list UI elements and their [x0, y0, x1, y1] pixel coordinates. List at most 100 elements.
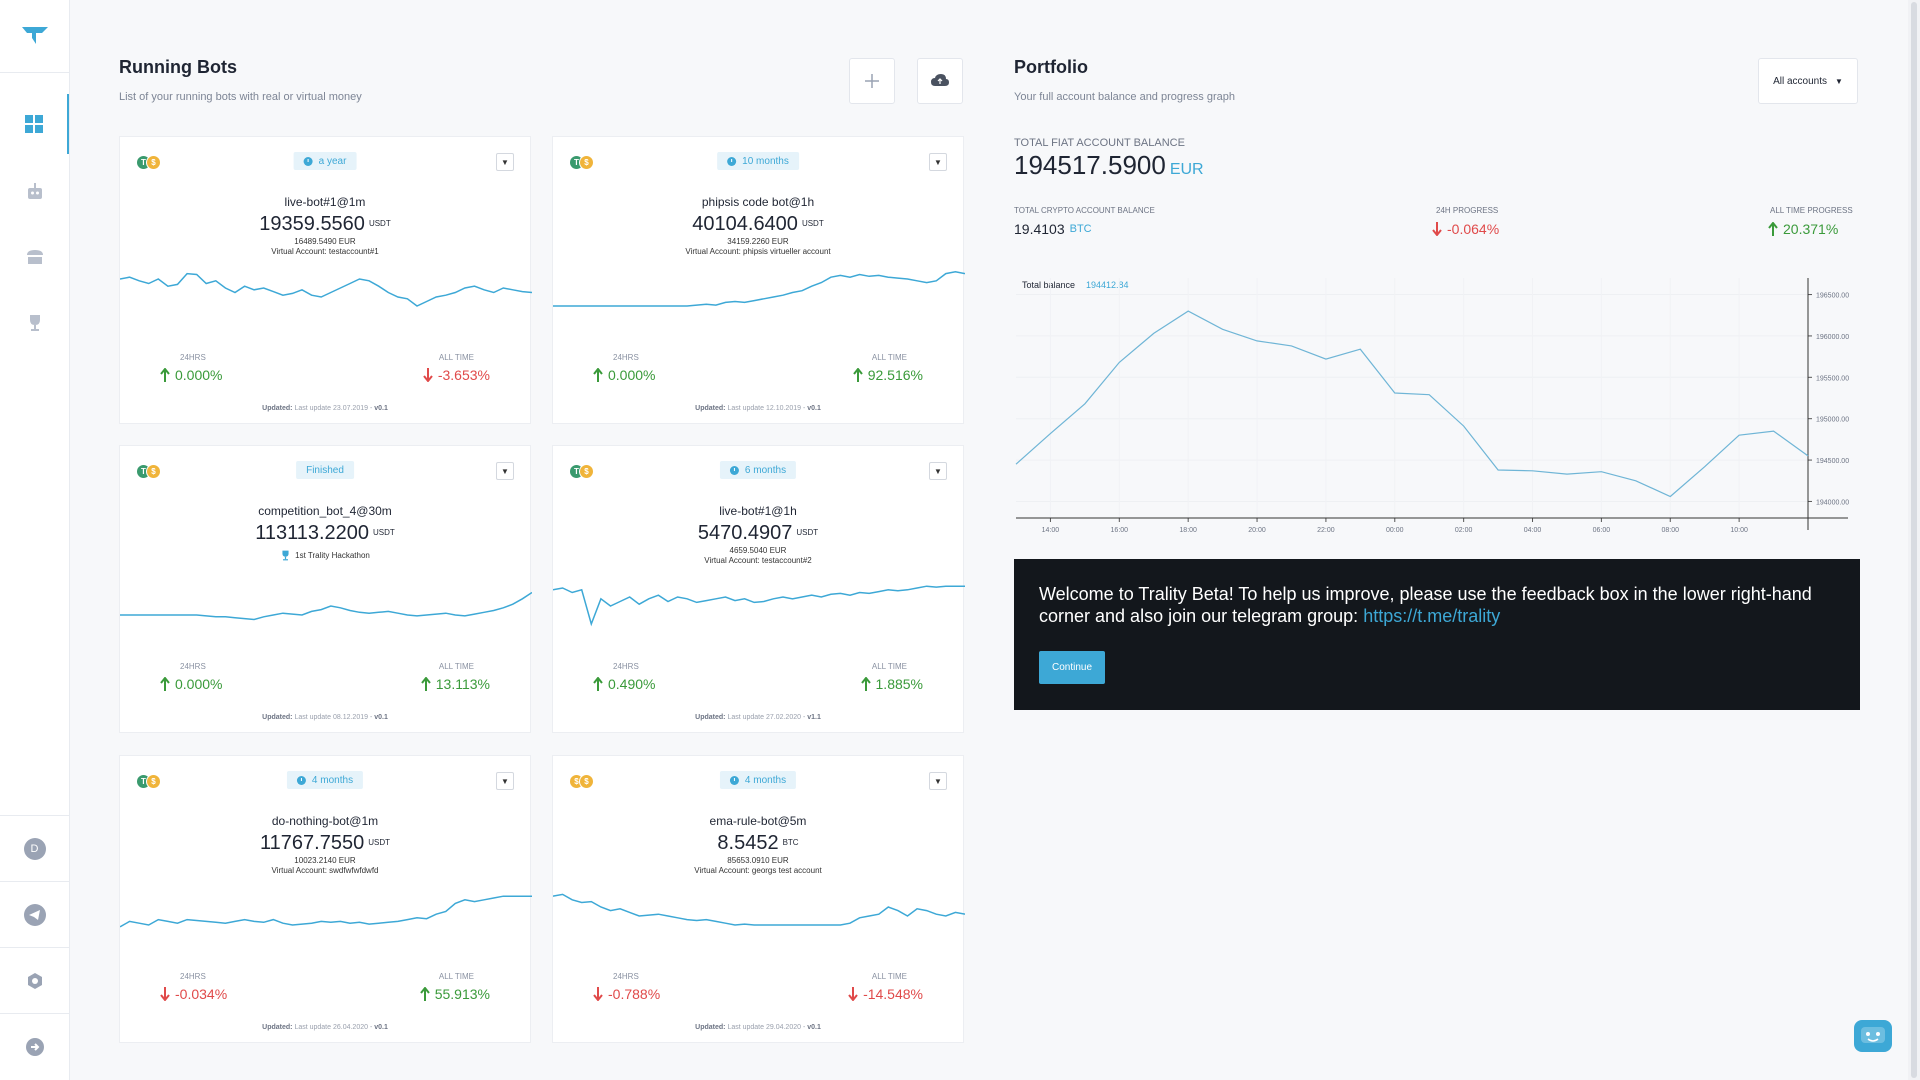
- progress-24h-value: -0.064%: [1447, 221, 1500, 237]
- bot-chart-line: [553, 893, 965, 926]
- progress-24h-label: 24H PROGRESS: [1436, 206, 1499, 215]
- bot-balance-unit: USDT: [801, 219, 824, 228]
- coin-pair-icon: T $: [136, 774, 162, 790]
- welcome-banner: Welcome to Trality Beta! To help us impr…: [1014, 559, 1860, 710]
- stat-alltime-label: ALL TIME: [438, 972, 474, 981]
- bot-performance-chart: [120, 272, 532, 307]
- stat-24h-value: 0.000%: [175, 676, 223, 692]
- stat-alltime-value: 92.516%: [867, 367, 923, 383]
- bot-account: Virtual Account: testaccount#1: [271, 247, 379, 256]
- sidebar-item-competitions[interactable]: [0, 293, 69, 353]
- bot-menu-button[interactable]: ▼: [929, 462, 947, 480]
- x-tick-label: 00:00: [1386, 527, 1404, 534]
- portfolio-title: Portfolio: [1014, 57, 1088, 77]
- stat-alltime-label: ALL TIME: [871, 662, 907, 671]
- add-bot-button[interactable]: [849, 58, 895, 104]
- arrow-down-icon: [593, 987, 603, 1001]
- bot-updated: Updated: Last update 29.04.2020 - v0.1: [553, 1024, 963, 1031]
- stat-24h: -0.788%: [593, 986, 660, 1002]
- trality-logo-icon[interactable]: [20, 24, 50, 46]
- telegram-link[interactable]: https://t.me/trality: [1363, 606, 1501, 626]
- fiat-balance-value: 194517.5900: [1014, 150, 1166, 180]
- y-tick-label: 194500.00: [1816, 458, 1849, 465]
- bot-runtime-text: 4 months: [311, 774, 354, 786]
- bot-card[interactable]: T $ Finished ▼ competition_bot_4@30m 113113.2…: [119, 445, 532, 733]
- sidebar-settings[interactable]: [0, 947, 69, 1013]
- bot-menu-button[interactable]: ▼: [929, 153, 947, 171]
- bot-runtime-badge: 4 months: [719, 771, 797, 789]
- bot-version: v0.1: [374, 714, 388, 721]
- coin-icon: $: [579, 155, 594, 170]
- y-tick-label: 195000.00: [1816, 417, 1849, 424]
- marketplace-icon: [26, 250, 43, 264]
- bot-version: v0.1: [374, 1024, 388, 1031]
- bot-updated: Updated: Last update 26.04.2020 - v0.1: [120, 1024, 530, 1031]
- bot-eur-balance: 34159.2260 EUR: [727, 237, 789, 246]
- coin-pair-icon: T $: [136, 464, 162, 480]
- bot-balance: 113113.2200 USDT: [120, 522, 530, 545]
- bot-runtime-text: Finished: [306, 464, 344, 476]
- arrow-up-icon: [593, 677, 603, 691]
- x-tick-label: 06:00: [1593, 527, 1611, 534]
- sidebar-item-dashboard[interactable]: [0, 94, 69, 154]
- bot-name: competition_bot_4@30m: [258, 504, 392, 518]
- running-bots-subtitle: List of your running bots with real or v…: [119, 91, 362, 103]
- bot-balance-unit: USDT: [796, 528, 819, 537]
- updated-label: Updated:: [262, 1024, 293, 1031]
- stat-24h-value: 0.000%: [175, 367, 223, 383]
- bot-card[interactable]: T $6 months ▼ live-bot#1@1h 5470.4907 USDT 465…: [552, 445, 965, 733]
- feedback-widget[interactable]: [1854, 1020, 1892, 1052]
- stat-alltime: 1.885%: [860, 676, 923, 692]
- sidebar-item-marketplace[interactable]: [0, 227, 69, 287]
- bot-eur-balance: 85653.0910 EUR: [727, 856, 789, 865]
- coin-pair-icon: $ $: [569, 774, 595, 790]
- x-tick-label: 14:00: [1042, 527, 1060, 534]
- bot-version: v1.1: [807, 714, 821, 721]
- bot-balance: 40104.6400 USDT: [553, 213, 963, 236]
- plus-icon: [865, 74, 879, 88]
- coin-icon: $: [579, 464, 594, 479]
- sidebar-logout[interactable]: [0, 1013, 69, 1079]
- stat-24h-value: -0.788%: [608, 986, 661, 1002]
- arrow-up-icon: [419, 987, 430, 1001]
- bot-card[interactable]: T $ a year ▼ live-bot#1@1m 19359.5560 USDT 1648…: [119, 136, 532, 424]
- stat-alltime-value: 13.113%: [435, 676, 490, 692]
- chevron-down-icon: ▼: [501, 157, 509, 167]
- accounts-dropdown[interactable]: All accounts ▼: [1758, 58, 1858, 104]
- stat-alltime-label: ALL TIME: [871, 972, 907, 981]
- sidebar-user-menu[interactable]: D: [0, 815, 69, 881]
- stat-24h-label: 24HRS: [613, 353, 639, 362]
- trophy-icon: [282, 550, 289, 561]
- bot-card[interactable]: $ $4 months ▼ ema-rule-bot@5m 8.5452 BTC 85653…: [552, 755, 965, 1043]
- cloud-icon: [931, 74, 949, 86]
- bot-menu-button[interactable]: ▼: [496, 462, 514, 480]
- continue-button[interactable]: Continue: [1039, 651, 1105, 684]
- cloud-button[interactable]: [917, 58, 963, 104]
- coin-icon: $: [146, 774, 161, 789]
- bot-name: live-bot#1@1h: [719, 504, 797, 518]
- bot-card[interactable]: T $ 10 months ▼ phipsis code bot@1h 40104.640…: [552, 136, 965, 424]
- bot-chart-line: [120, 272, 532, 307]
- clock-icon: [303, 156, 313, 166]
- bot-performance-chart: [553, 585, 965, 627]
- bot-runtime-badge: a year: [293, 152, 357, 170]
- bot-menu-button[interactable]: ▼: [496, 772, 514, 790]
- stat-alltime: -14.548%: [848, 986, 923, 1002]
- scrollbar[interactable]: [1908, 0, 1920, 1080]
- updated-text: Last update 23.07.2019 -: [294, 405, 375, 412]
- updated-label: Updated:: [695, 405, 726, 412]
- bot-runtime-text: 10 months: [742, 155, 789, 167]
- arrow-up-icon: [860, 677, 871, 691]
- stat-24h-label: 24HRS: [180, 662, 206, 671]
- bot-menu-button[interactable]: ▼: [496, 153, 514, 171]
- bot-runtime-text: 4 months: [744, 774, 787, 786]
- coin-pair-icon: T $: [136, 155, 162, 171]
- bot-card[interactable]: T $ 4 months ▼ do-nothing-bot@1m 11767.7550 US…: [119, 755, 532, 1043]
- sidebar-telegram[interactable]: [0, 881, 69, 947]
- sidebar-item-bots[interactable]: [0, 161, 69, 221]
- scrollbar-thumb[interactable]: [1911, 2, 1917, 1078]
- coin-icon: $: [146, 155, 161, 170]
- bot-balance: 5470.4907 USDT: [553, 522, 963, 545]
- chevron-down-icon: ▼: [1835, 76, 1843, 86]
- bot-menu-button[interactable]: ▼: [929, 772, 947, 790]
